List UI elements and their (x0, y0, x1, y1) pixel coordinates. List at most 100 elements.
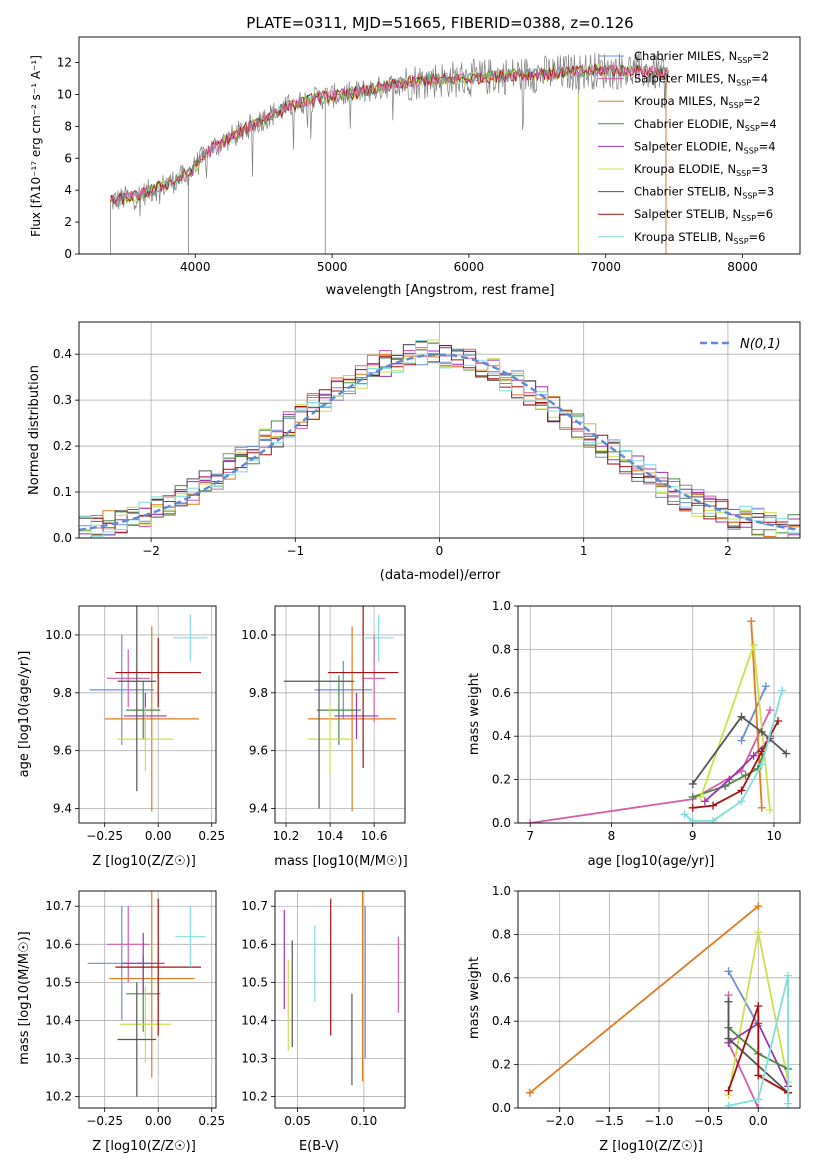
marker-kroupa_miles (754, 902, 763, 911)
plot-area (526, 617, 791, 823)
marker-kroupa_miles (747, 617, 756, 626)
marker-kroupa_stelib (784, 971, 793, 980)
mass-ebv-xlabel: E(B-V) (299, 1139, 339, 1154)
x-tick-label: −0.25 (86, 1114, 123, 1128)
plot-area (79, 339, 800, 538)
mw-age-ylabel: mass weight (467, 673, 482, 755)
y-tick-label: 10.4 (241, 1013, 268, 1027)
x-tick-label: 0.00 (145, 1114, 172, 1128)
marker-chabrier_elodie (688, 792, 697, 801)
y-tick-label: 0.2 (492, 773, 511, 787)
marker-salpeter_stelib (737, 786, 746, 795)
marker-chabrier_stelib (737, 712, 746, 721)
x-tick-label: 8 (608, 829, 616, 843)
mass-Z-ylabel: mass [log10(M/M☉)] (17, 931, 32, 1064)
series-chabrier_stelib (691, 715, 787, 785)
y-tick-label: 0.0 (492, 1101, 511, 1115)
x-tick-label: 7 (526, 829, 534, 843)
mw-age-xlabel: age [log10(age/yr)] (588, 854, 715, 869)
y-tick-label: 0.4 (492, 729, 511, 743)
marker-kroupa_stelib (757, 760, 766, 769)
marker-salpeter_stelib (754, 1071, 763, 1080)
legend-label-kroupa_stelib: Kroupa STELIB, NSSP=6 (634, 230, 765, 246)
y-tick-label: 0.4 (492, 1014, 511, 1028)
series-kroupa_miles (529, 905, 759, 1094)
marker-kroupa_miles (757, 803, 766, 812)
series-kroupa_stelib (684, 690, 783, 822)
marker-kroupa_stelib (724, 1101, 733, 1108)
spectrum-xlabel: wavelength [Angstrom, rest frame] (326, 283, 555, 298)
x-tick-label: −0.25 (86, 829, 123, 843)
marker-kroupa_elodie (696, 792, 705, 801)
y-tick-label: 0.4 (53, 347, 72, 361)
axes-frame (274, 890, 406, 1109)
marker-chabrier_miles (724, 967, 733, 976)
model-spectrum-salpeter_miles (110, 64, 668, 207)
legend-label-chabrier_miles: Chabrier MILES, NSSP=2 (634, 49, 769, 65)
x-tick-label: 0.0 (749, 1114, 768, 1128)
y-tick-label: 10.0 (241, 628, 268, 642)
y-tick-label: 2 (64, 215, 72, 229)
y-tick-label: 0.8 (492, 642, 511, 656)
y-tick-label: 0.0 (53, 531, 72, 545)
series-kroupa_stelib (728, 975, 789, 1107)
plot-area (89, 606, 208, 812)
marker-chabrier_stelib (688, 779, 697, 788)
axes-frame (274, 605, 406, 824)
legend-label-normal: N(0,1) (740, 337, 781, 352)
marker-chabrier_stelib (724, 1034, 733, 1043)
marker-chabrier_miles (761, 682, 770, 691)
x-tick-label: 10 (766, 829, 781, 843)
x-tick-label: 0.10 (351, 1114, 378, 1128)
y-tick-label: 10.0 (45, 628, 72, 642)
age-vs-mass-panel: 10.2 10.4 10.6 9.4 9.6 9.8 10.0 (241, 605, 406, 843)
axes-frame (517, 605, 801, 824)
legend-label-kroupa_miles: Kroupa MILES, NSSP=2 (634, 94, 760, 110)
y-tick-label: 0.2 (492, 1058, 511, 1072)
x-tick-label: −1 (286, 544, 304, 558)
axes-frame (78, 321, 801, 539)
x-tick-label: 7000 (590, 260, 621, 274)
y-tick-label: 9.8 (53, 686, 72, 700)
mass-weight-vs-Z-panel: −2.0 −1.5 −1.0 −0.5 0.0 0.0 0.2 0.4 0.6 0.8 1.0 (492, 884, 801, 1128)
marker-chabrier_stelib (757, 727, 766, 736)
y-tick-label: 6 (64, 151, 72, 165)
marker-kroupa_elodie (754, 928, 763, 937)
y-tick-label: 0.8 (492, 927, 511, 941)
y-tick-label: 10.2 (241, 1090, 268, 1104)
spectrum-legend: Chabrier MILES, NSSP=2 Salpeter MILES, NS… (598, 49, 777, 246)
x-tick-label: −1.0 (644, 1114, 673, 1128)
legend-label-salpeter_miles: Salpeter MILES, NSSP=4 (634, 72, 768, 88)
marker-kroupa_stelib (709, 816, 718, 823)
y-tick-label: 9.4 (249, 802, 268, 816)
y-tick-label: 0.3 (53, 393, 72, 407)
spectrum-panel: 4000 5000 6000 7000 8000 0 2 4 6 8 10 12 Chabrier MI… (57, 36, 801, 274)
marker-salpeter_miles (754, 1104, 763, 1108)
axes-frame (517, 890, 801, 1109)
marker-salpeter_stelib (724, 1086, 733, 1095)
marker-kroupa_stelib (737, 797, 746, 806)
y-tick-label: 0.6 (492, 971, 511, 985)
marker-salpeter_stelib (754, 1002, 763, 1011)
y-tick-label: 10.5 (241, 975, 268, 989)
marker-kroupa_stelib (754, 1095, 763, 1104)
x-tick-label: 6000 (454, 260, 485, 274)
marker-chabrier_stelib (782, 749, 791, 758)
y-tick-label: 12 (57, 56, 72, 70)
y-tick-label: 9.8 (249, 686, 268, 700)
mass-weight-vs-age-panel: 7 8 9 10 0.0 0.2 0.4 0.6 0.8 1.0 (492, 599, 801, 843)
x-tick-label: 1 (580, 544, 588, 558)
plot-area (525, 902, 793, 1108)
marker-kroupa_elodie (765, 805, 774, 814)
x-tick-label: 0.00 (145, 829, 172, 843)
y-tick-label: 10.7 (45, 899, 72, 913)
y-tick-label: 0.2 (53, 439, 72, 453)
age-vs-Z-panel: −0.25 0.00 0.25 9.4 9.6 9.8 10.0 (45, 605, 225, 843)
axes-frame (78, 890, 217, 1109)
series-salpeter_miles (530, 709, 771, 823)
x-tick-label: 5000 (317, 260, 348, 274)
axes-frame (78, 36, 801, 255)
mass-vs-ebv-panel: 0.05 0.10 10.2 10.3 10.4 10.5 10.6 10.7 (241, 890, 406, 1128)
y-tick-label: 0.1 (53, 485, 72, 499)
legend-label-chabrier_stelib: Chabrier STELIB, NSSP=3 (634, 185, 774, 201)
